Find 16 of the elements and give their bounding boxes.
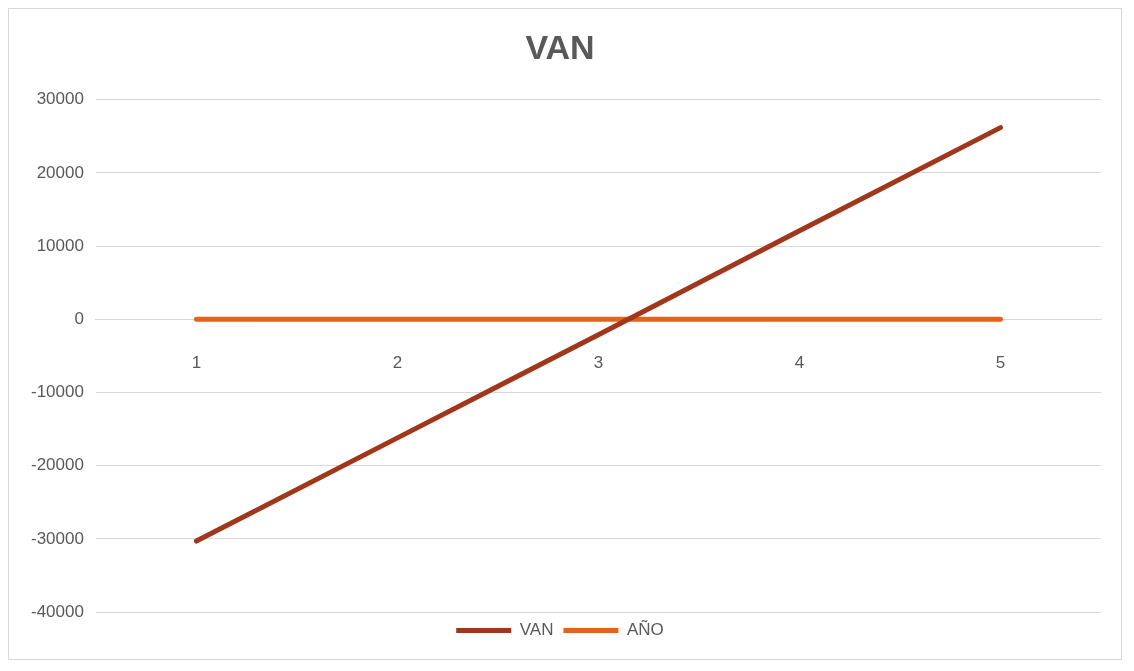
x-tick-label: 5	[995, 353, 1006, 373]
x-tick-label: 2	[392, 353, 403, 373]
y-tick-label: 0	[74, 309, 84, 328]
y-tick-label: -20000	[31, 455, 84, 475]
y-tick-label: -10000	[31, 382, 84, 402]
legend-label: VAN	[519, 620, 554, 640]
chart-title: VAN	[525, 27, 595, 66]
y-tick-label: -40000	[31, 601, 84, 621]
y-tick-label: 20000	[36, 162, 84, 182]
y-tick-label: -30000	[31, 528, 84, 548]
legend-label: AÑO	[626, 620, 664, 640]
x-tick-label: 1	[191, 353, 202, 373]
x-tick-label: 4	[794, 353, 805, 373]
y-tick-label: 10000	[36, 235, 84, 255]
y-tick-label: 30000	[36, 89, 84, 109]
x-tick-label: 3	[593, 353, 604, 373]
